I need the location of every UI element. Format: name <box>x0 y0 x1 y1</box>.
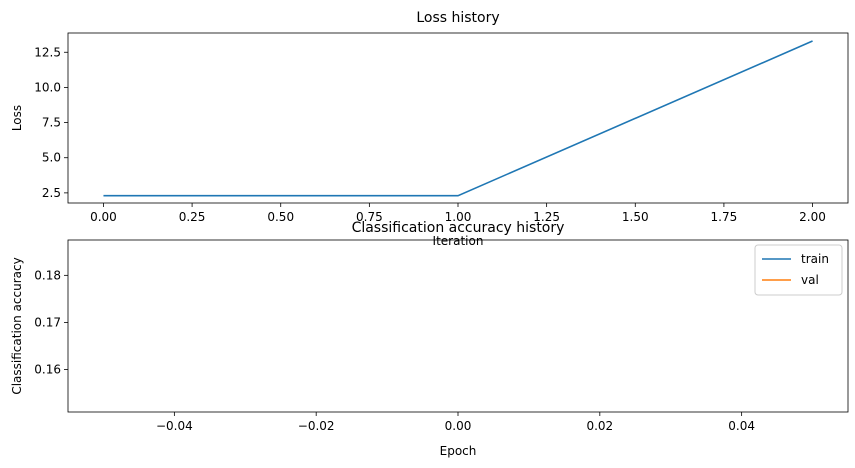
accuracy-x-axis-label: Epoch <box>440 444 477 458</box>
loss-plot-marks <box>103 40 813 197</box>
loss-x-tick-label: 1.75 <box>711 210 738 224</box>
loss-plot-title: Loss history <box>416 10 499 26</box>
loss-x-axis-label: Iteration <box>433 234 484 248</box>
legend-label-val: val <box>801 273 819 287</box>
accuracy-y-tick-label: 0.16 <box>34 363 61 377</box>
loss-x-tick-label: 1.00 <box>445 210 472 224</box>
loss-subplot: Loss history 0.00 0.25 0.50 0.75 1.00 1.25 1.5… <box>10 10 849 248</box>
accuracy-y-tick-label: 0.18 <box>34 268 61 282</box>
loss-x-ticks: 0.00 0.25 0.50 0.75 1.00 1.25 1.50 1.75 2.00 <box>90 203 826 224</box>
loss-y-ticks: 2.5 5.0 7.5 10.0 12.5 <box>34 45 68 200</box>
accuracy-x-tick-label: −0.02 <box>298 419 335 433</box>
loss-x-tick-label: 0.00 <box>90 210 117 224</box>
loss-y-tick-label: 7.5 <box>42 116 61 130</box>
accuracy-y-ticks: 0.16 0.17 0.18 <box>34 268 68 377</box>
accuracy-y-tick-label: 0.17 <box>34 315 61 329</box>
loss-series-line-0 <box>103 40 813 197</box>
loss-x-tick-label: 0.75 <box>356 210 383 224</box>
loss-x-tick-label: 1.50 <box>622 210 649 224</box>
accuracy-subplot: Classification accuracy history −0.04 −0.… <box>10 220 849 458</box>
accuracy-x-tick-label: −0.04 <box>156 419 193 433</box>
loss-y-axis-label: Loss <box>10 105 24 131</box>
accuracy-x-tick-label: 0.04 <box>728 419 755 433</box>
legend-label-train: train <box>801 252 829 266</box>
loss-y-tick-label: 2.5 <box>42 186 61 200</box>
accuracy-x-ticks: −0.04 −0.02 0.00 0.02 0.04 <box>156 412 755 433</box>
loss-x-tick-label: 0.25 <box>179 210 206 224</box>
loss-y-tick-label: 12.5 <box>34 45 61 59</box>
loss-y-tick-label: 10.0 <box>34 80 61 94</box>
loss-x-tick-label: 1.25 <box>533 210 560 224</box>
accuracy-plot-title: Classification accuracy history <box>352 220 565 236</box>
loss-x-tick-label: 2.00 <box>799 210 826 224</box>
legend-frame <box>754 244 843 296</box>
accuracy-x-tick-label: 0.00 <box>445 419 472 433</box>
loss-y-tick-label: 5.0 <box>42 151 61 165</box>
accuracy-y-axis-label: Classification accuracy <box>10 257 24 394</box>
accuracy-x-tick-label: 0.02 <box>586 419 613 433</box>
legend: train val <box>754 244 843 296</box>
loss-x-tick-label: 0.50 <box>267 210 294 224</box>
